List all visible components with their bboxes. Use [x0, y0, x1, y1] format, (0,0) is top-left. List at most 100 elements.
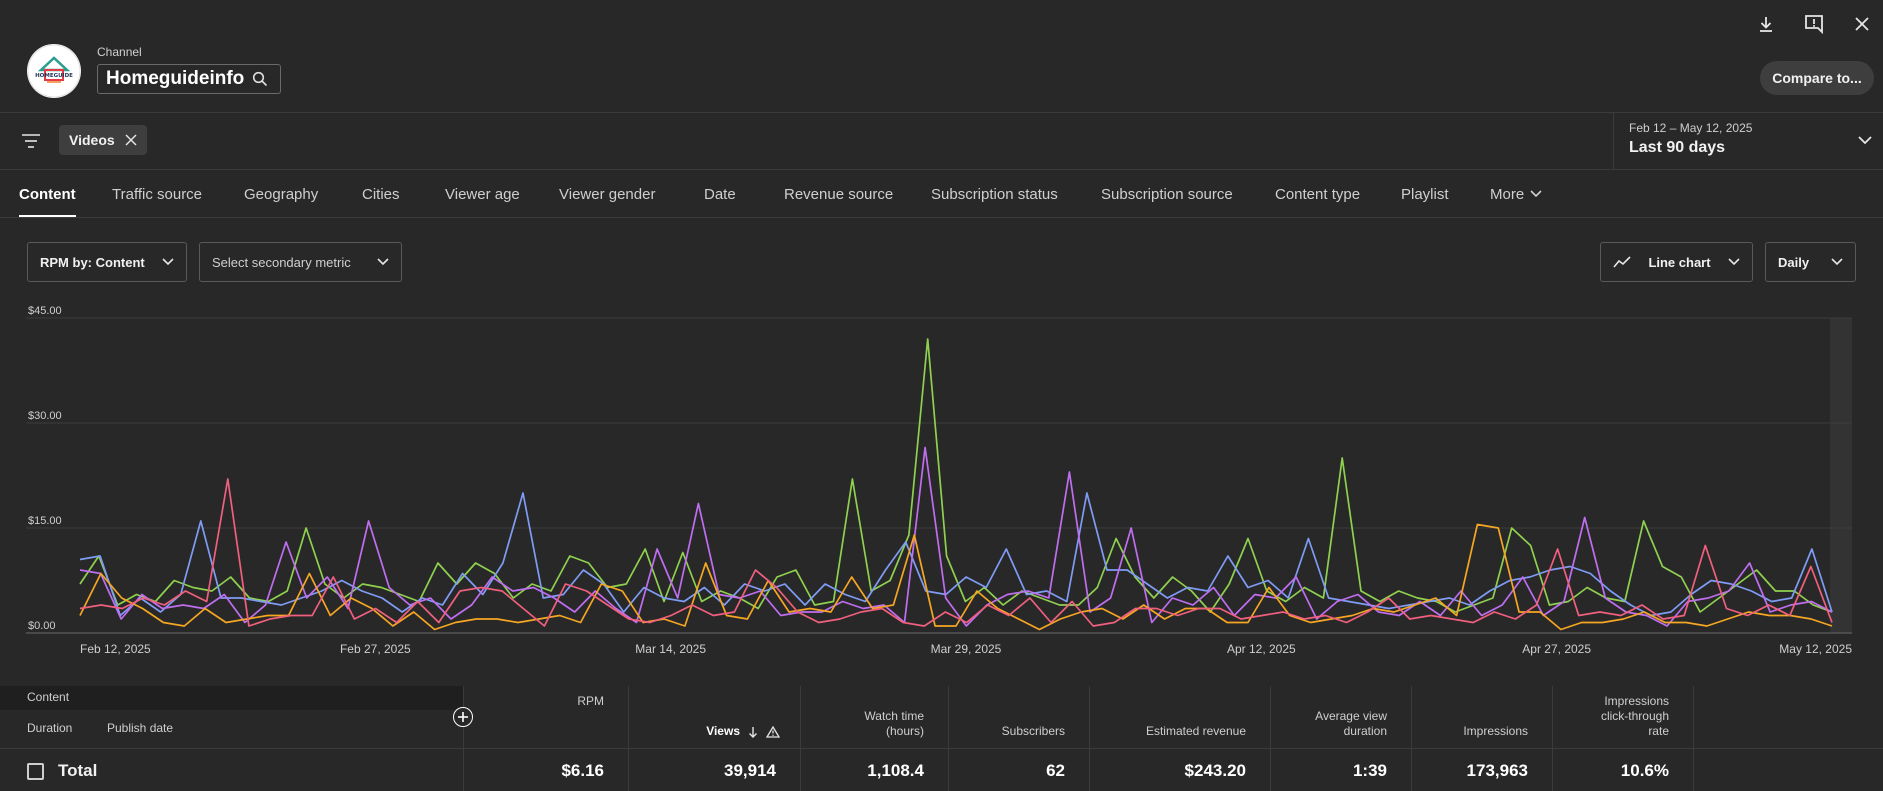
chevron-down-icon	[1831, 258, 1843, 266]
y-tick-label: $45.00	[28, 305, 62, 317]
x-tick-label: Feb 27, 2025	[340, 642, 411, 656]
warning-icon[interactable]	[766, 725, 780, 738]
column-divider	[948, 686, 949, 791]
download-icon[interactable]	[1754, 12, 1778, 36]
column-divider	[800, 686, 801, 791]
total-rpm: $6.16	[561, 761, 604, 780]
chevron-down-icon	[1858, 136, 1872, 145]
y-tick-label: $15.00	[28, 515, 62, 527]
filter-chip-label: Videos	[69, 132, 115, 148]
house-logo-icon: HOMEGUIDE	[27, 44, 81, 98]
column-divider	[1552, 686, 1553, 791]
metric-dropdown-label: RPM by: Content	[40, 254, 145, 270]
tab-content-type[interactable]: Content type	[1275, 185, 1361, 203]
dimension-tabs: Content Traffic source Geography Cities …	[0, 170, 1613, 218]
interval-label: Daily	[1778, 254, 1810, 270]
metric-dropdown[interactable]: RPM by: Content	[27, 242, 187, 282]
rpm-column-header[interactable]: RPM	[463, 694, 604, 709]
column-divider	[463, 686, 464, 791]
tab-traffic-source[interactable]: Traffic source	[112, 185, 203, 203]
x-tick-label: Mar 29, 2025	[931, 642, 1002, 656]
divider	[0, 112, 1883, 113]
sort-down-icon	[749, 726, 757, 738]
y-tick-label: $30.00	[28, 410, 62, 422]
tab-playlist[interactable]: Playlist	[1401, 185, 1449, 203]
tab-geography[interactable]: Geography	[244, 185, 319, 203]
chevron-down-icon	[162, 258, 174, 266]
chart-type-label: Line chart	[1648, 254, 1711, 270]
filter-chip-videos[interactable]: Videos	[59, 125, 147, 155]
series-line-1[interactable]	[79, 338, 1833, 613]
total-subscribers: 62	[1046, 761, 1065, 780]
watch-time-column-header[interactable]: Watch time (hours)	[864, 709, 924, 738]
column-divider	[628, 686, 629, 791]
content-column-header-bg	[0, 686, 463, 710]
x-tick-label: Apr 12, 2025	[1227, 642, 1296, 656]
tab-more[interactable]: More	[1490, 170, 1542, 218]
series-line-3[interactable]	[79, 446, 1833, 627]
remove-chip-close-icon[interactable]	[125, 134, 137, 146]
date-range-selector[interactable]: Feb 12 – May 12, 2025 Last 90 days	[1613, 113, 1883, 169]
date-range-text: Feb 12 – May 12, 2025	[1629, 121, 1753, 135]
estimated-revenue-column-header[interactable]: Estimated revenue	[1145, 724, 1246, 738]
x-tick-label: Mar 14, 2025	[635, 642, 706, 656]
publish-date-column-header[interactable]: Publish date	[107, 721, 174, 735]
column-divider	[1270, 686, 1271, 791]
tab-subscription-status[interactable]: Subscription status	[931, 185, 1058, 203]
tab-date[interactable]: Date	[704, 185, 736, 203]
channel-avatar[interactable]: HOMEGUIDE	[27, 44, 81, 98]
series-line-2[interactable]	[79, 492, 1833, 617]
compare-button[interactable]: Compare to...	[1760, 61, 1874, 95]
total-row-checkbox[interactable]	[27, 763, 44, 780]
total-row-label: Total	[58, 761, 98, 780]
x-tick-label: May 12, 2025	[1779, 642, 1852, 656]
divider	[0, 217, 1883, 218]
x-tick-label: Feb 12, 2025	[80, 642, 151, 656]
total-watch-time: 1,108.4	[867, 761, 924, 780]
impressions-column-header[interactable]: Impressions	[1463, 724, 1528, 738]
tab-viewer-age[interactable]: Viewer age	[445, 185, 520, 203]
date-range-label: Last 90 days	[1629, 139, 1726, 156]
duration-column-header[interactable]: Duration	[27, 721, 73, 735]
total-impressions-ctr: 10.6%	[1620, 761, 1669, 780]
secondary-metric-dropdown[interactable]: Select secondary metric	[199, 242, 402, 282]
filter-icon[interactable]	[20, 130, 42, 152]
interval-dropdown[interactable]: Daily	[1765, 242, 1856, 282]
tab-more-label: More	[1490, 185, 1525, 203]
tab-subscription-source[interactable]: Subscription source	[1101, 185, 1233, 203]
views-column-label: Views	[706, 724, 740, 738]
avatar-text: HOMEGUIDE	[35, 73, 73, 79]
chevron-down-icon	[1530, 190, 1542, 198]
tab-revenue-source[interactable]: Revenue source	[784, 185, 894, 203]
chart-type-dropdown[interactable]: Line chart	[1600, 242, 1753, 282]
channel-label: Channel	[97, 45, 142, 59]
y-tick-label: $0.00	[28, 620, 56, 632]
divider	[0, 169, 1883, 170]
column-divider	[1693, 686, 1694, 791]
rpm-line-chart[interactable]: $45.00 $30.00 $15.00 $0.00 Feb 12, 2025 Feb 2…	[0, 300, 1883, 670]
close-icon[interactable]	[1850, 12, 1874, 36]
chevron-down-icon	[1728, 258, 1740, 266]
search-icon[interactable]	[252, 71, 268, 87]
feedback-icon[interactable]	[1802, 12, 1826, 36]
tab-viewer-gender[interactable]: Viewer gender	[559, 185, 656, 203]
content-column-label: Content	[27, 690, 70, 704]
add-column-icon[interactable]	[453, 707, 473, 727]
total-average-view-duration: 1:39	[1352, 761, 1387, 780]
subscribers-column-header[interactable]: Subscribers	[1001, 724, 1065, 738]
series-line-5[interactable]	[79, 478, 1833, 627]
total-estimated-revenue: $243.20	[1184, 761, 1246, 780]
column-divider	[1411, 686, 1412, 791]
tab-cities[interactable]: Cities	[362, 185, 400, 203]
total-impressions: 173,963	[1466, 761, 1528, 780]
views-column-header[interactable]: Views	[628, 694, 780, 739]
rpm-column-label: RPM	[577, 694, 604, 708]
series-line-4[interactable]	[79, 523, 1833, 631]
average-view-duration-column-header[interactable]: Average view duration	[1315, 709, 1387, 738]
divider	[0, 748, 1883, 749]
tab-content[interactable]: Content	[19, 170, 76, 218]
channel-selector[interactable]: Homeguideinfo	[97, 64, 281, 94]
chart-scroll-strip	[1830, 318, 1852, 633]
impressions-ctr-column-header[interactable]: Impressions click-through rate	[1600, 694, 1669, 738]
secondary-metric-label: Select secondary metric	[212, 254, 351, 270]
